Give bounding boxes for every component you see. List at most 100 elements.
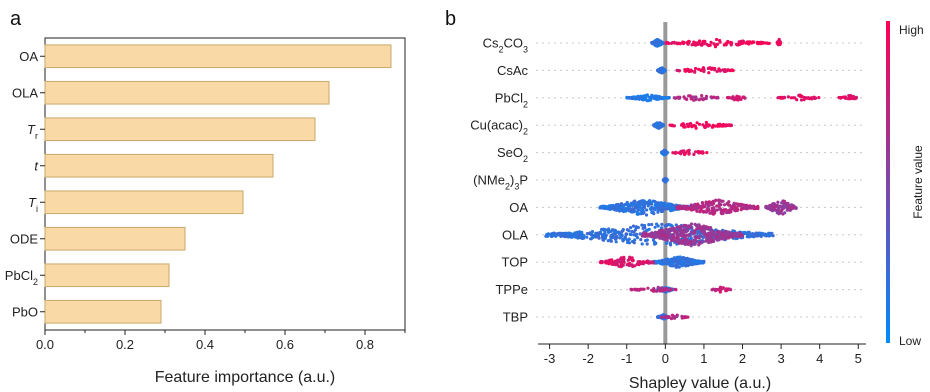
shap-point — [759, 40, 763, 45]
panel-b-xtick-label: -2 — [582, 351, 594, 366]
shap-point — [655, 222, 659, 226]
shap-point — [737, 95, 741, 99]
shap-point — [687, 234, 691, 238]
category-label: PbO — [12, 304, 38, 319]
shap-point — [707, 240, 711, 245]
shap-point — [702, 229, 707, 233]
shap-point — [646, 286, 650, 290]
shap-point — [673, 151, 677, 155]
shap-point — [732, 202, 736, 206]
shap-point — [727, 200, 731, 204]
shap-point — [649, 201, 653, 205]
shap-point — [656, 285, 660, 289]
shap-point — [597, 236, 601, 240]
shap-point — [847, 94, 851, 98]
colorbar-title: Feature value — [911, 145, 925, 219]
shap-point — [669, 243, 673, 247]
shap-point — [787, 204, 791, 208]
category-label: t — [34, 158, 39, 173]
shap-point — [715, 37, 719, 42]
shap-point — [794, 206, 798, 210]
shap-point — [712, 42, 716, 46]
shap-point — [708, 226, 713, 230]
shap-point — [669, 264, 673, 268]
shap-point — [666, 96, 670, 100]
shap-point — [706, 66, 711, 70]
shap-point — [679, 150, 683, 154]
shap-point — [626, 258, 630, 262]
shap-point — [703, 125, 707, 129]
shap-point — [645, 260, 649, 264]
shap-point — [681, 256, 686, 260]
shap-point — [680, 241, 684, 245]
shap-point — [683, 96, 687, 100]
shap-point — [729, 207, 733, 211]
shap-point — [668, 223, 672, 227]
shap-point — [729, 210, 733, 214]
shap-point — [717, 198, 721, 202]
shap-point — [790, 205, 794, 209]
shap-point — [641, 211, 645, 215]
shap-point — [604, 261, 608, 265]
shap-point — [699, 208, 703, 212]
shap-point — [672, 227, 677, 231]
panel-b-xtick-label: -1 — [621, 351, 633, 366]
shap-point — [650, 210, 654, 215]
shap-point — [619, 256, 623, 260]
shap-point — [712, 207, 716, 211]
shap-point — [782, 199, 787, 203]
shap-point — [702, 235, 706, 239]
panel-a-xtick-label: 0.8 — [356, 337, 374, 352]
shap-point — [629, 226, 633, 230]
category-label: Ti — [28, 195, 38, 214]
shap-point — [660, 289, 665, 293]
shap-point — [726, 235, 730, 239]
shap-point — [689, 244, 693, 248]
panel-a-xtick-label: 0.2 — [116, 337, 134, 352]
shap-point — [639, 238, 643, 242]
category-label: OLA — [12, 85, 38, 100]
shap-point — [704, 120, 709, 125]
shap-point — [662, 96, 666, 100]
feature-label: OA — [509, 200, 528, 215]
shap-point — [677, 229, 681, 233]
shap-point — [611, 228, 615, 232]
shap-point — [706, 231, 710, 235]
shap-point — [636, 260, 640, 264]
shap-point — [636, 201, 640, 205]
shap-point — [639, 209, 644, 213]
shap-point — [625, 228, 630, 232]
shap-point — [704, 210, 709, 214]
shap-point — [585, 232, 590, 236]
shap-point — [612, 204, 616, 208]
shap-point — [716, 234, 720, 239]
shap-point — [705, 151, 709, 155]
shap-point — [697, 223, 701, 227]
shap-point — [772, 202, 776, 206]
shap-point — [724, 41, 729, 45]
shap-point — [718, 40, 722, 44]
shap-point — [755, 40, 760, 45]
shap-point — [736, 232, 740, 236]
panel-b-xtick-label: 5 — [855, 351, 862, 366]
shap-point — [647, 227, 651, 231]
shap-point — [576, 236, 580, 240]
shap-point — [678, 205, 682, 209]
feature-label: Cs2CO3 — [483, 36, 528, 55]
shap-point — [650, 93, 654, 97]
feature-label: TOP — [502, 255, 529, 270]
shap-point — [660, 228, 664, 232]
shap-point — [660, 209, 665, 213]
shap-point — [719, 232, 723, 237]
shap-point — [672, 235, 676, 239]
shap-point — [652, 289, 656, 293]
shap-point — [646, 233, 650, 237]
shap-point — [778, 204, 782, 208]
shap-point — [643, 231, 647, 235]
shap-point — [640, 242, 644, 246]
shap-point — [692, 42, 696, 47]
shap-point — [601, 204, 606, 208]
shap-point — [741, 95, 745, 99]
shap-point — [682, 149, 686, 153]
shap-point — [776, 200, 780, 204]
